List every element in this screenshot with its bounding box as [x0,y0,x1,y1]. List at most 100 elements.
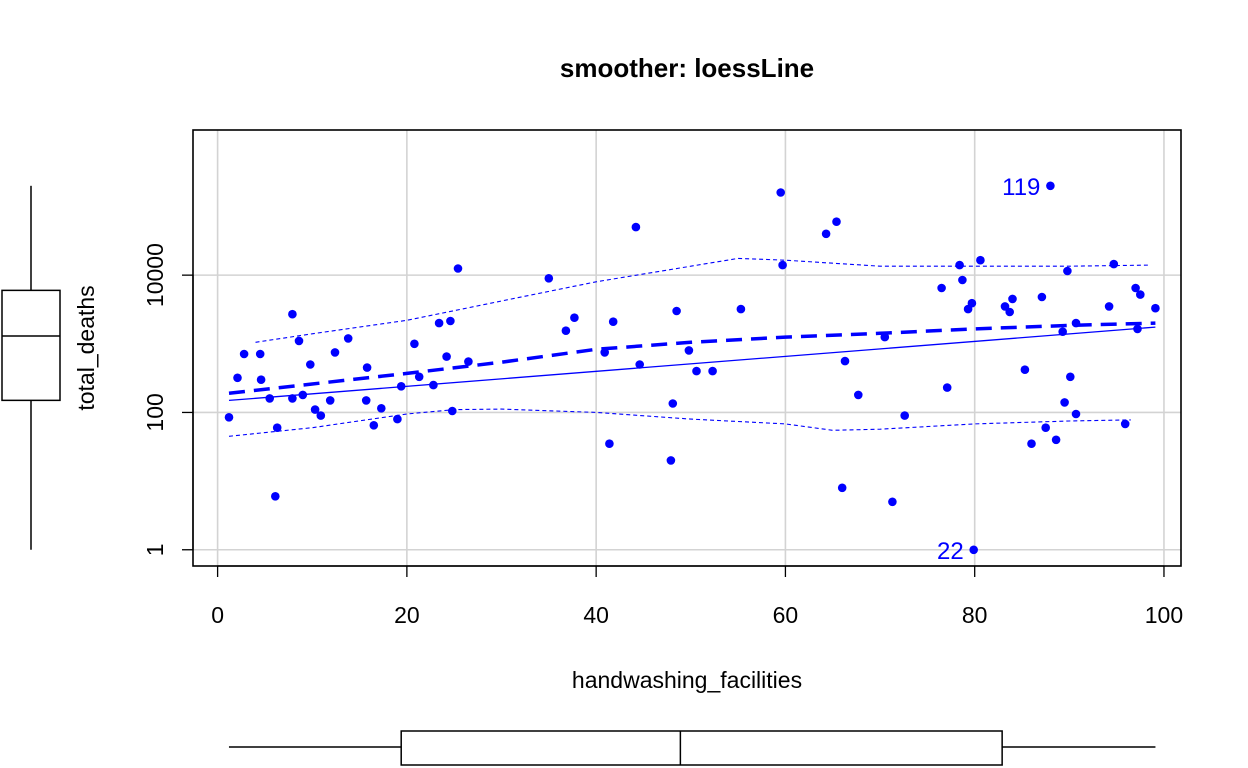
data-point [1051,435,1061,445]
data-point [265,394,275,403]
data-point [224,413,234,422]
data-point [668,399,678,408]
data-point [1066,372,1075,382]
data-point [888,497,897,507]
grid-lines [193,130,1181,566]
data-point [1071,318,1081,328]
data-point [429,380,438,390]
data-point [272,423,282,433]
data-point [316,411,326,420]
data-point [605,439,614,449]
data-point [561,326,571,336]
data-point [396,382,406,391]
loess-smoother [228,257,1156,437]
y-tick-label: 100 [142,393,168,431]
data-point [600,348,609,357]
data-point [1041,423,1050,433]
y-tick-label: 1 [142,543,168,556]
data-point [692,366,701,376]
data-point [570,313,579,323]
point-labels: 119 22 [937,174,1040,565]
data-point [298,390,308,400]
x-axis-label: handwashing_facilities [572,667,802,693]
chart-title: smoother: loessLine [560,53,814,83]
data-point [1071,409,1081,419]
data-point [361,396,371,405]
data-point [1104,302,1114,311]
data-point [672,306,681,316]
data-point [854,390,863,400]
data-point [255,349,265,359]
data-point [1136,290,1145,299]
data-point [1058,327,1067,337]
data-point [967,298,977,308]
data-point [1060,398,1069,407]
data-point [666,456,676,465]
x-tick-label: 80 [962,602,988,628]
data-point [294,336,304,346]
data-point [393,414,402,424]
data-point [271,492,280,501]
data-point [776,188,785,197]
data-point [448,406,457,416]
loess-lower-spread [228,408,1131,437]
y-axis-label: total_deaths [73,285,99,410]
data-point [778,260,787,270]
x-boxplot-box [400,730,1003,766]
data-point [969,545,978,555]
data-point [288,394,297,403]
data-point [343,334,353,343]
y-axis: 1 100 10000 [142,243,194,556]
data-point [1020,365,1030,375]
data-point [900,411,909,420]
data-points [224,181,1160,555]
loess-upper-spread [255,257,1150,343]
data-point [446,316,455,326]
data-point [1063,266,1072,276]
data-point [414,372,424,382]
data-point [976,255,985,265]
data-point [942,383,952,392]
data-point [840,356,850,366]
data-point [837,483,847,493]
x-tick-label: 100 [1145,602,1183,628]
data-point [330,348,340,357]
data-point [1120,419,1130,429]
x-tick-label: 40 [583,602,609,628]
data-point [631,222,641,232]
x-tick-label: 20 [394,602,420,628]
data-point [880,332,890,342]
data-point [325,396,335,405]
data-point [362,363,372,372]
data-point [1151,303,1160,313]
data-point [288,309,297,319]
data-point [608,317,618,327]
x-axis: 0 20 40 60 80 100 [211,565,1183,628]
data-point [1131,283,1140,293]
x-tick-label: 0 [211,602,224,628]
data-point [937,283,946,293]
data-point [306,360,315,369]
data-point [256,375,266,385]
data-point [434,318,444,328]
y-tick-label: 10000 [142,243,168,307]
data-point [233,373,242,383]
point-label: 22 [937,538,964,565]
data-point [1027,439,1036,449]
regression-line [228,326,1156,402]
data-point [410,339,419,349]
least-squares-line [228,326,1156,402]
data-point [464,357,473,366]
data-point [958,275,967,285]
data-point [1005,307,1014,317]
data-point [442,352,451,361]
x-tick-label: 60 [773,602,799,628]
data-point [708,366,717,376]
data-point [635,360,644,369]
data-point [1008,294,1017,304]
data-point [544,274,554,283]
point-label: 119 [1002,174,1040,201]
y-marginal-boxplot [1,185,61,550]
data-point [736,304,746,314]
